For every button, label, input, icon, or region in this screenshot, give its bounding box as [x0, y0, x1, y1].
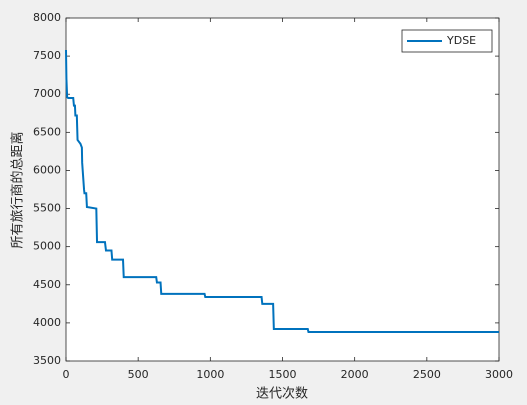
- x-tick-label: 2000: [341, 368, 369, 381]
- x-tick-label: 1000: [196, 368, 224, 381]
- plot-area: [65, 17, 500, 362]
- legend-box: [401, 29, 493, 53]
- y-tick-label: 5500: [33, 202, 61, 215]
- y-tick-label: 7000: [33, 87, 61, 100]
- x-tick-label: 500: [128, 368, 149, 381]
- legend-label: YDSE: [446, 34, 476, 47]
- y-tick-label: 6000: [33, 163, 61, 176]
- y-tick-label: 5000: [33, 240, 61, 253]
- data-line: [65, 49, 499, 334]
- x-tick-label: 2500: [413, 368, 441, 381]
- x-tick-label: 3000: [485, 368, 513, 381]
- x-tick-label: 1500: [269, 368, 297, 381]
- y-tick-label: 6500: [33, 125, 61, 138]
- y-tick-label: 7500: [33, 49, 61, 62]
- y-tick-label: 4500: [33, 278, 61, 291]
- y-tick-label: 8000: [33, 11, 61, 24]
- x-axis-label: 迭代次数: [256, 386, 308, 402]
- y-tick-label: 4000: [33, 316, 61, 329]
- y-axis-label: 所有旅行商的总距离: [10, 131, 26, 248]
- y-tick-label: 3500: [33, 354, 61, 367]
- x-tick-label: 0: [63, 368, 70, 381]
